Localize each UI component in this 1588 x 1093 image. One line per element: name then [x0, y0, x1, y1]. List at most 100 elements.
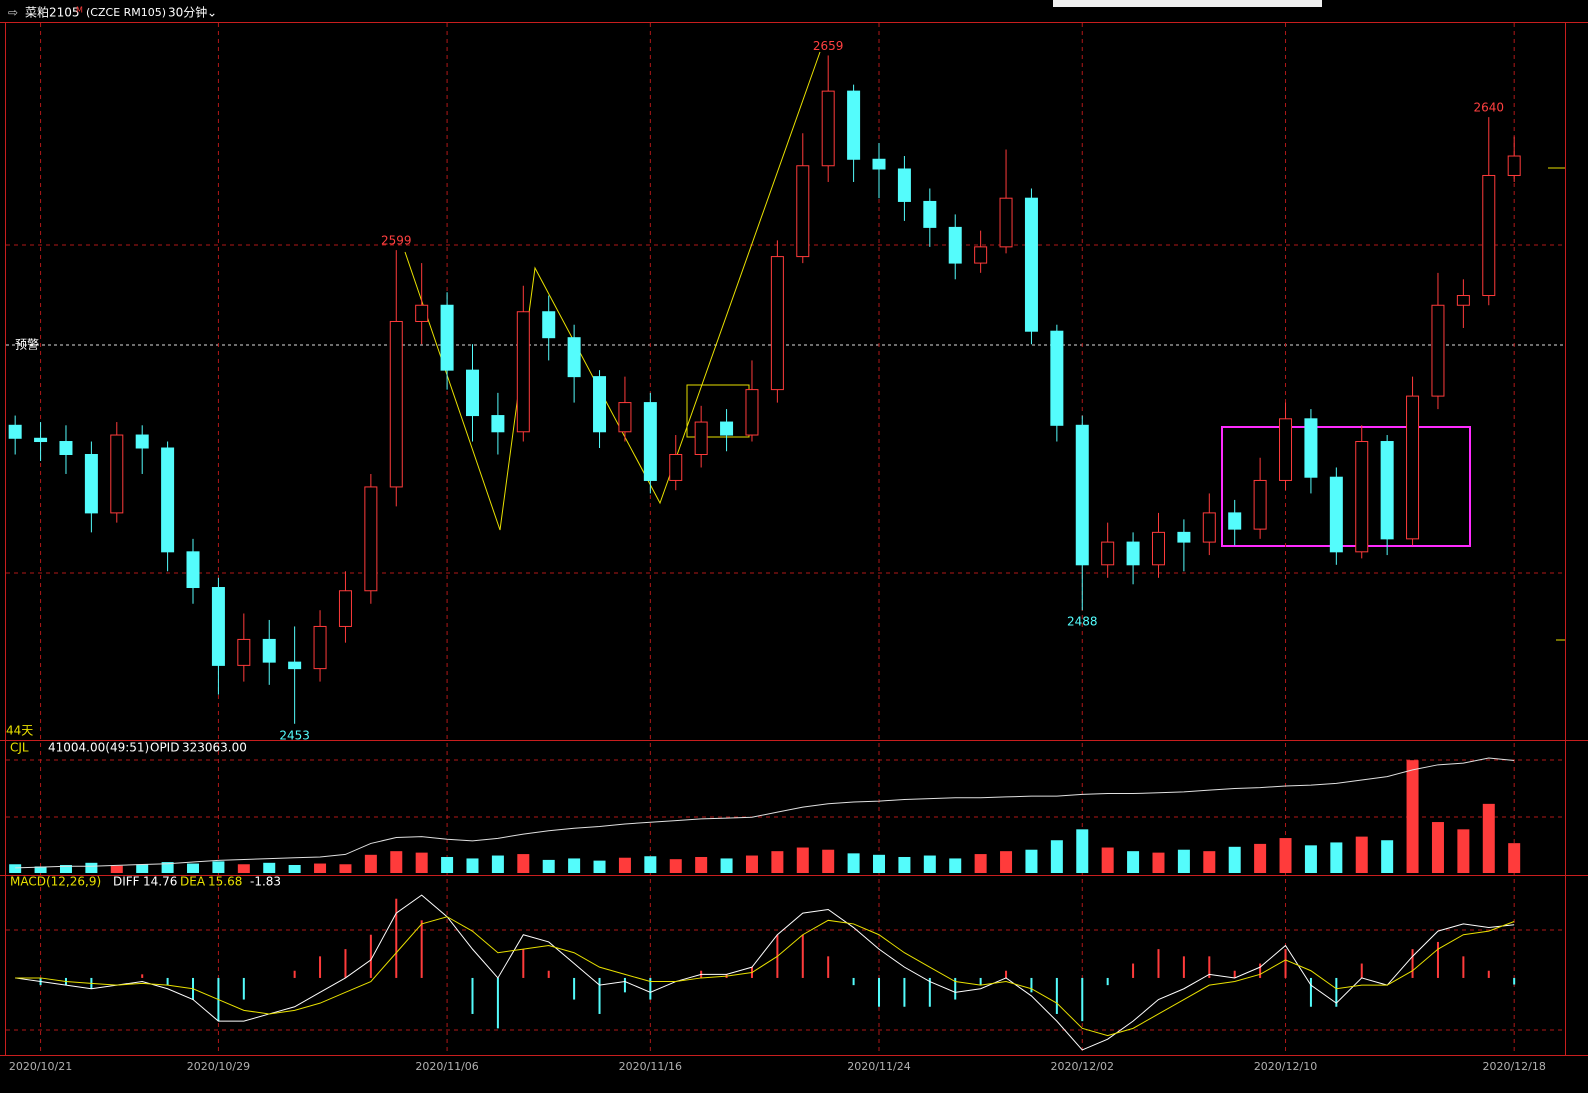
- macd-bar: [242, 977, 245, 1000]
- volume-bar: [1508, 843, 1521, 873]
- macd-bar: [1081, 977, 1084, 1022]
- macd-bar: [878, 977, 881, 1007]
- volume-bar: [796, 847, 809, 873]
- candle-body: [872, 158, 886, 170]
- candle-body: [1253, 479, 1267, 530]
- legend-name: DIFF: [113, 875, 140, 889]
- candle-body: [1075, 424, 1089, 566]
- x-tick-label: 2020/12/02: [1051, 1060, 1114, 1073]
- macd-bar: [598, 977, 601, 1014]
- candle-body: [821, 90, 835, 167]
- macd-bar: [369, 934, 372, 978]
- macd-bar: [1309, 977, 1312, 1007]
- extreme-label: 2659: [813, 39, 844, 53]
- volume-bar: [59, 864, 72, 873]
- volume-bar: [618, 857, 631, 873]
- volume-bar: [949, 858, 962, 873]
- link-icon: ⇨: [8, 6, 18, 20]
- volume-bar: [1152, 852, 1165, 873]
- extreme-label: 2599: [381, 234, 412, 248]
- oi-name: OPID: [150, 741, 179, 755]
- volume-bar: [1076, 829, 1089, 873]
- volume-bar: [745, 855, 758, 873]
- volume-bar: [669, 859, 682, 873]
- candle-body: [618, 402, 632, 433]
- macd-bar: [1462, 956, 1465, 978]
- range-box: [1221, 426, 1471, 547]
- candle-body: [1126, 541, 1140, 566]
- candle-body: [135, 434, 149, 449]
- macd-bar: [928, 977, 931, 1007]
- macd-bar: [954, 977, 957, 1000]
- candle-body: [567, 337, 581, 378]
- x-tick-label: 2020/11/16: [619, 1060, 682, 1073]
- days-label: 44天: [6, 724, 33, 738]
- volume-bar: [1177, 849, 1190, 873]
- macd-bar: [1284, 949, 1287, 978]
- symbol: 菜粕2105: [25, 5, 80, 20]
- volume-bar: [161, 862, 174, 873]
- volume-value: 41004.00(49:51): [48, 741, 149, 755]
- macd-bar: [801, 934, 804, 978]
- volume-bar: [466, 858, 479, 873]
- macd-bar: [522, 949, 525, 978]
- legend-value: 15.68: [208, 875, 242, 889]
- volume-bar: [110, 865, 123, 873]
- volume-bar: [1304, 845, 1317, 873]
- volume-bar: [237, 864, 250, 873]
- macd-bar: [141, 974, 144, 978]
- candle-body: [84, 453, 98, 514]
- candle-body: [1456, 295, 1470, 306]
- candle-body: [34, 437, 48, 443]
- macd-bar: [1436, 941, 1439, 978]
- alert-label: 预警: [15, 337, 39, 352]
- volume-bar: [85, 862, 98, 873]
- macd-bar: [573, 977, 576, 1000]
- macd-bar: [1157, 949, 1160, 978]
- candle-body: [1329, 476, 1343, 553]
- candle-body: [59, 441, 73, 455]
- volume-bar: [1254, 843, 1267, 873]
- candle-body: [745, 389, 759, 436]
- frames: [0, 22, 1588, 1056]
- macd-bar: [547, 970, 550, 978]
- macd-line: [15, 894, 1515, 1051]
- candle-body: [720, 421, 734, 436]
- macd-bar: [1487, 970, 1490, 978]
- volume-bar: [847, 853, 860, 873]
- candle-body: [1507, 155, 1521, 176]
- macd-bar: [1055, 977, 1058, 1014]
- period[interactable]: 30分钟: [168, 5, 207, 20]
- volume-bar: [1279, 838, 1292, 873]
- macd-bar: [827, 956, 830, 978]
- candle-body: [1355, 441, 1369, 553]
- macd-bar: [395, 898, 398, 978]
- macd-bar: [1233, 970, 1236, 978]
- volume-bar: [441, 856, 454, 873]
- candle-body: [897, 168, 911, 202]
- extreme-label: 2640: [1474, 101, 1505, 115]
- volume-name: CJL: [10, 741, 29, 755]
- volume-bar: [491, 855, 504, 873]
- x-tick-label: 2020/10/29: [187, 1060, 250, 1073]
- macd-bar: [1259, 963, 1262, 978]
- candle-body: [1228, 512, 1242, 530]
- macd-bar: [623, 977, 626, 993]
- candle-body: [237, 638, 251, 666]
- candle-body: [796, 165, 810, 258]
- volume-bar: [1482, 803, 1495, 873]
- candle-body: [1024, 197, 1038, 332]
- volume-bar: [898, 856, 911, 873]
- macd-bar: [1030, 977, 1033, 993]
- candle-body: [1304, 418, 1318, 478]
- dropdown-arrow[interactable]: ⌄: [207, 6, 217, 20]
- candle-body: [770, 256, 784, 391]
- volume-bar: [1127, 851, 1140, 873]
- candle-body: [313, 625, 327, 670]
- candle-body: [440, 304, 454, 371]
- volume-bar: [822, 849, 835, 873]
- toolbar: [1053, 0, 1322, 7]
- candle-body: [694, 421, 708, 455]
- candle-body: [1431, 304, 1445, 397]
